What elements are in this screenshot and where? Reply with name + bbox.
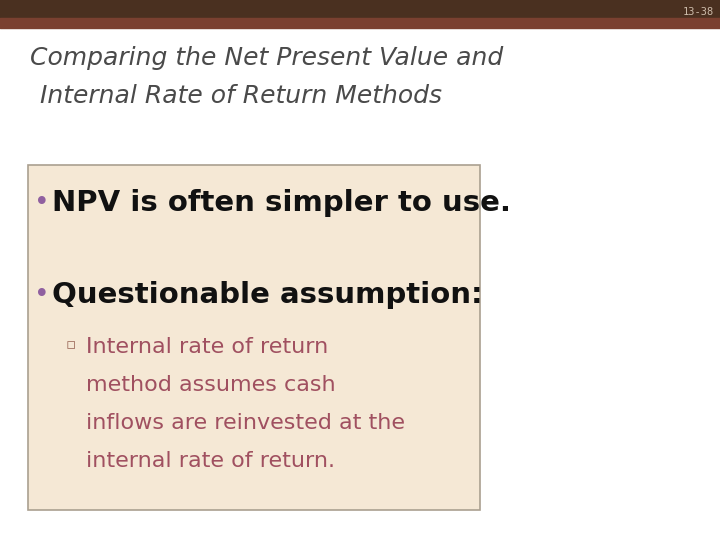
Text: Questionable assumption:: Questionable assumption: [52,281,482,309]
Text: internal rate of return.: internal rate of return. [86,451,335,471]
Text: •: • [34,282,50,308]
Text: •: • [34,190,50,216]
Text: method assumes cash: method assumes cash [86,375,336,395]
Text: NPV is often simpler to use.: NPV is often simpler to use. [52,189,511,217]
Text: Comparing the Net Present Value and: Comparing the Net Present Value and [30,46,503,70]
Text: inflows are reinvested at the: inflows are reinvested at the [86,413,405,433]
Text: ▫: ▫ [66,337,76,352]
FancyBboxPatch shape [28,165,480,510]
Text: 13-38: 13-38 [683,7,714,17]
Text: Internal Rate of Return Methods: Internal Rate of Return Methods [40,84,442,108]
Text: Internal rate of return: Internal rate of return [86,337,328,357]
